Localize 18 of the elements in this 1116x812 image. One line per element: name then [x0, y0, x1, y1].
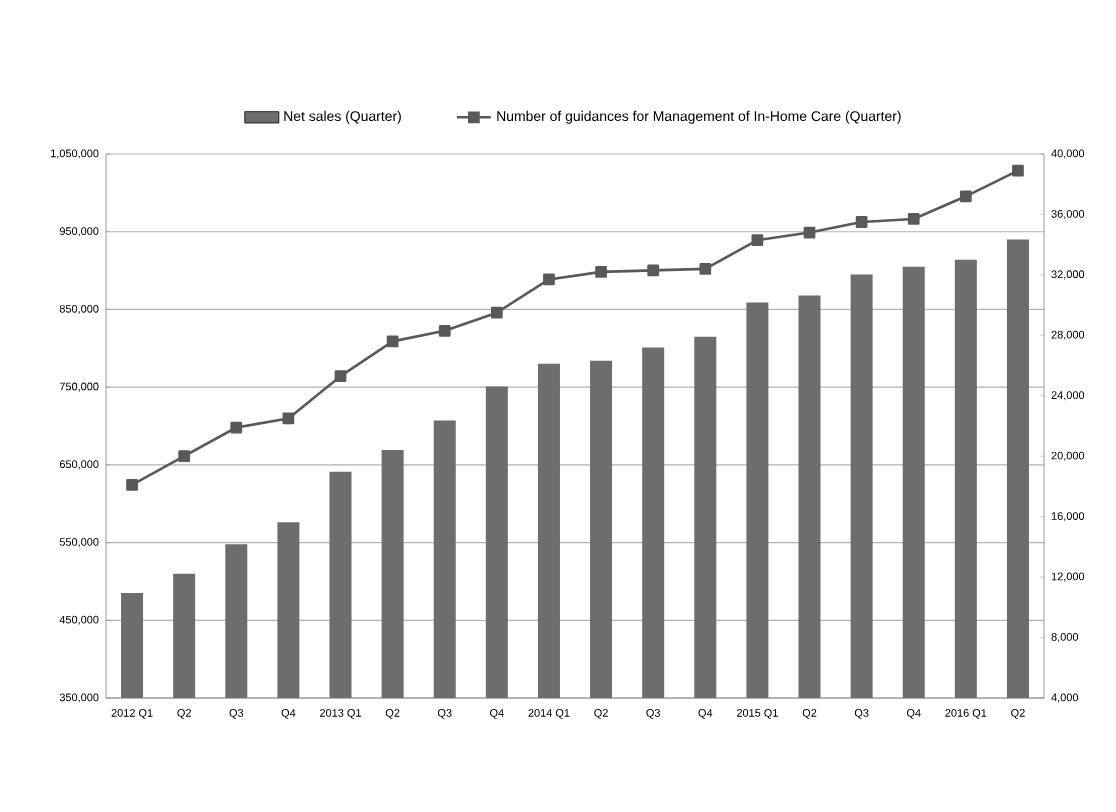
point [543, 273, 555, 286]
point [126, 479, 138, 491]
point [1012, 164, 1024, 177]
point [230, 421, 243, 434]
point [803, 226, 816, 239]
point [855, 216, 868, 228]
point [438, 324, 451, 337]
point [334, 370, 347, 383]
point [959, 190, 972, 203]
point [282, 412, 295, 425]
point [178, 450, 191, 463]
point [490, 306, 503, 319]
point [699, 262, 712, 275]
point [647, 264, 660, 277]
point [751, 234, 764, 247]
point [386, 335, 399, 348]
point [595, 265, 607, 278]
point [907, 213, 920, 225]
